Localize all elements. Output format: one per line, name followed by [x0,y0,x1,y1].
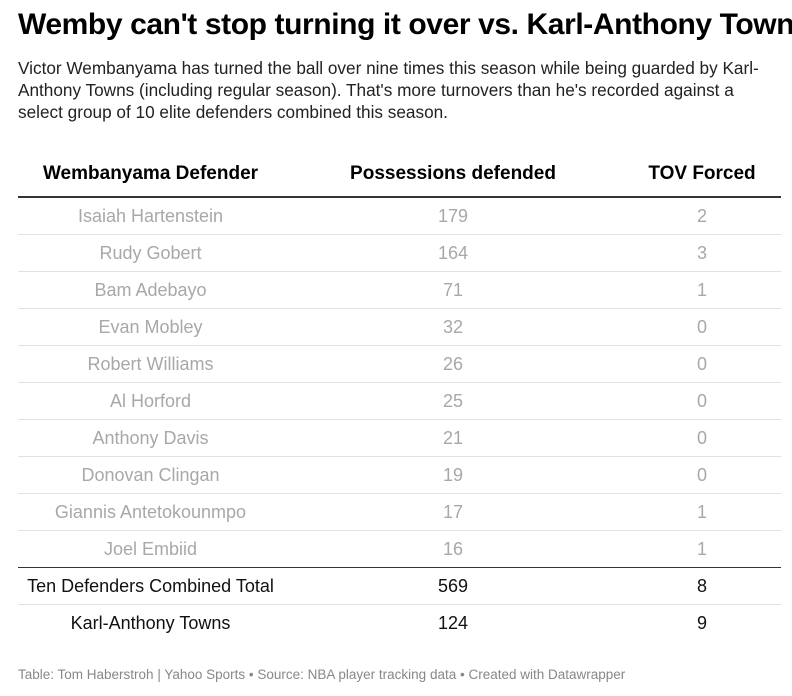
summary-row: Karl-Anthony Towns 124 9 [18,605,781,642]
possessions-cell: 569 [283,567,623,605]
possessions-cell: 124 [437,612,469,633]
tov-forced-cell: 1 [623,493,781,531]
tov-forced-cell: 0 [623,308,781,346]
table-body: Isaiah Hartenstein 179 2 Rudy Gobert 164 3 Bam… [18,197,781,641]
possessions-cell: 71 [283,271,623,309]
tov-forced-cell: 0 [623,382,781,420]
tov-forced-cell: 1 [623,271,781,309]
tov-forced-cell: 2 [623,197,781,235]
table-row: Bam Adebayo 71 1 [18,271,781,309]
possessions-cell: 26 [283,345,623,383]
table-row: Joel Embiid 16 1 [18,530,781,568]
possessions-cell: 19 [283,456,623,494]
possessions-cell: 164 [283,234,623,272]
possessions-cell: 17 [283,493,623,531]
table-row: Isaiah Hartenstein 179 2 [18,197,781,235]
defender-name-cell: Robert Williams [18,345,283,383]
tov-forced-cell: 8 [623,567,781,605]
possessions-cell: 32 [283,308,623,346]
defender-name-cell: Isaiah Hartenstein [18,197,283,235]
table-row: Rudy Gobert 164 3 [18,234,781,272]
defender-name-cell: Donovan Clingan [18,456,283,494]
possessions-cell: 179 [283,197,623,235]
defender-name-cell: Bam Adebayo [18,271,283,309]
tov-forced-cell: 9 [696,612,707,633]
table-header-row: Wembanyama Defender Possessions defended… [18,152,781,198]
defender-name-cell: Karl-Anthony Towns [70,612,231,633]
source-footer: Table: Tom Haberstroh | Yahoo Sports • S… [18,667,626,682]
table-row: Evan Mobley 32 0 [18,308,781,346]
defender-name-cell: Joel Embiid [18,530,283,568]
table-row: Anthony Davis 21 0 [18,419,781,457]
defender-name-cell: Giannis Antetokounmpo [18,493,283,531]
table-row: Al Horford 25 0 [18,382,781,420]
defender-name-cell: Rudy Gobert [18,234,283,272]
summary-row: Ten Defenders Combined Total 569 8 [18,567,781,605]
defender-name-cell: Ten Defenders Combined Total [18,567,283,605]
possessions-cell: 21 [283,419,623,457]
tov-forced-cell: 0 [623,345,781,383]
header-tov-forced: TOV Forced [623,152,781,198]
table-row: Donovan Clingan 19 0 [18,456,781,494]
data-table: Wembanyama Defender Possessions defended… [18,152,781,641]
header-defender: Wembanyama Defender [18,152,283,198]
header-possessions: Possessions defended [283,152,623,198]
chart-title: Wemby can't stop turning it over vs. Kar… [18,8,792,41]
possessions-cell: 25 [283,382,623,420]
table-row: Giannis Antetokounmpo 17 1 [18,493,781,531]
table-row: Robert Williams 26 0 [18,345,781,383]
defender-name-cell: Evan Mobley [18,308,283,346]
defender-name-cell: Al Horford [18,382,283,420]
possessions-cell: 16 [283,530,623,568]
tov-forced-cell: 3 [623,234,781,272]
defender-name-cell: Anthony Davis [18,419,283,457]
chart-subtitle: Victor Wembanyama has turned the ball ov… [18,58,759,122]
tov-forced-cell: 1 [623,530,781,568]
tov-forced-cell: 0 [623,419,781,457]
tov-forced-cell: 0 [623,456,781,494]
